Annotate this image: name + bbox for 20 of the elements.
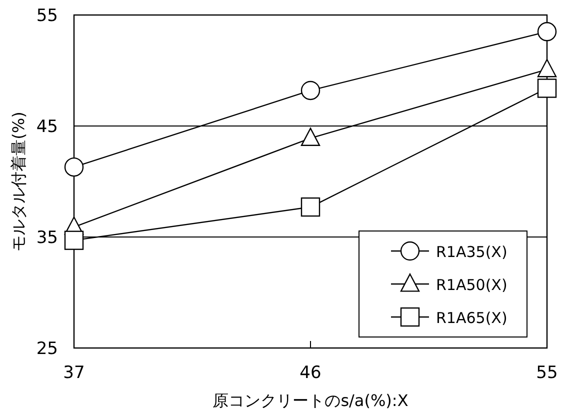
point xyxy=(537,78,557,98)
x-tick-label: 37 xyxy=(63,363,85,383)
y-tick-label: 25 xyxy=(36,339,58,359)
legend-label: R1A35(X) xyxy=(436,243,508,261)
point xyxy=(537,58,557,78)
legend-label: R1A65(X) xyxy=(436,309,508,327)
point xyxy=(300,128,320,146)
point xyxy=(537,22,557,42)
y-tick-label: 45 xyxy=(36,117,58,137)
point xyxy=(64,230,84,250)
x-tick-label: 46 xyxy=(300,363,322,383)
y-tick-label: 35 xyxy=(36,228,58,248)
y-axis-title: モルタル付着量(%) xyxy=(9,112,28,252)
point xyxy=(300,197,320,217)
x-tick-label: 55 xyxy=(536,363,558,383)
y-tick-label: 55 xyxy=(36,6,58,26)
point xyxy=(300,80,320,100)
legend-label: R1A50(X) xyxy=(436,276,508,294)
x-axis-title: 原コンクリートのs/a(%):X xyxy=(212,391,408,410)
point xyxy=(64,157,84,177)
